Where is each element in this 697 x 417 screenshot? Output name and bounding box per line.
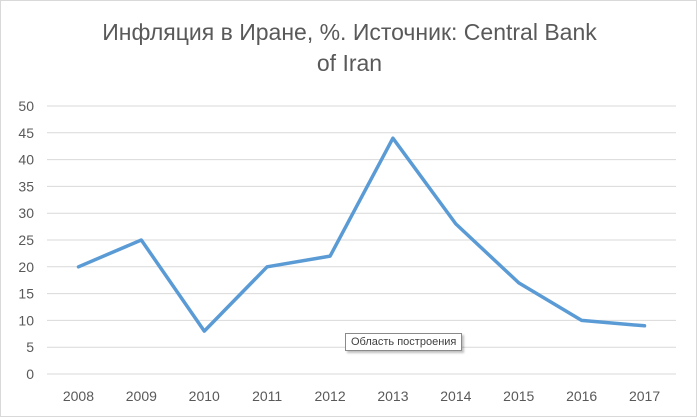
plot-area-tooltip: Область построения (345, 333, 463, 351)
series-layer (76, 136, 647, 334)
y-tick-label: 10 (18, 312, 34, 328)
x-tick-label: 2016 (566, 388, 597, 404)
x-tick-label: 2015 (503, 388, 534, 404)
y-tick-label: 5 (26, 339, 34, 355)
x-tick-label: 2011 (252, 388, 282, 404)
y-tick-label: 35 (18, 178, 34, 194)
x-tick-label: 2013 (377, 388, 408, 404)
y-tick-label: 25 (18, 232, 34, 248)
data-point-2014[interactable] (453, 221, 458, 226)
x-axis-tick-labels: 2008 2009 2010 2011 2012 2013 2014 2015 2016 2017 (63, 388, 660, 404)
y-tick-label: 30 (18, 205, 34, 221)
x-tick-label: 2009 (126, 388, 157, 404)
y-tick-label: 15 (18, 286, 34, 302)
gridlines (47, 105, 676, 375)
x-tick-label: 2014 (440, 388, 471, 404)
y-tick-label: 20 (18, 259, 34, 275)
data-point-2017[interactable] (642, 323, 647, 328)
data-point-2015[interactable] (516, 280, 521, 285)
chart-title: Инфляция в Иране, %. Источник: Central B… (1, 17, 697, 79)
data-point-2009[interactable] (139, 238, 144, 243)
y-tick-label: 40 (18, 152, 34, 168)
x-tick-label: 2010 (189, 388, 220, 404)
x-tick-label: 2008 (63, 388, 94, 404)
series-line-0[interactable] (76, 136, 647, 333)
data-point-2013[interactable] (390, 136, 395, 141)
data-point-2010[interactable] (202, 329, 207, 334)
y-tick-label: 45 (18, 125, 34, 141)
data-point-2008[interactable] (76, 264, 81, 269)
data-point-2011[interactable] (265, 264, 270, 269)
x-tick-label: 2012 (314, 388, 345, 404)
chart-title-line-1: Инфляция в Иране, %. Источник: Central B… (102, 19, 597, 45)
x-tick-label: 2017 (629, 388, 660, 404)
y-tick-label: 0 (26, 366, 34, 382)
data-point-2016[interactable] (579, 318, 584, 323)
chart-title-line-2: of Iran (316, 50, 383, 76)
y-tick-label: 50 (18, 98, 34, 114)
y-axis-tick-labels: 0 5 10 15 20 25 30 35 40 45 50 (18, 98, 34, 382)
data-point-2012[interactable] (328, 254, 333, 259)
